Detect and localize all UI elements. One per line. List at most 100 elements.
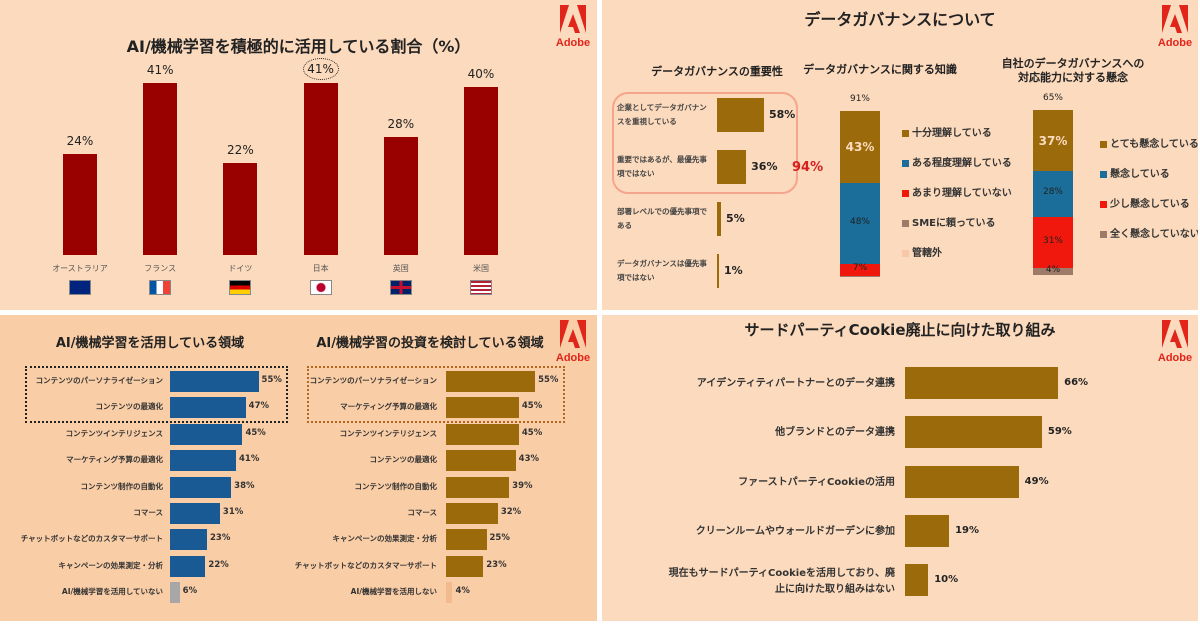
category-label: AI/機械学習を活用していない [61,587,163,597]
category-label: データガバナンスは優先事項ではない [617,259,707,282]
bar [446,582,453,604]
bar [446,476,510,498]
data-label: 45% [245,427,266,438]
data-label: 5% [726,212,745,225]
japan-flag-icon [309,280,332,295]
category-label: コンテンツの最適化 [95,402,164,412]
legend-item: ある程度理解している [902,154,1012,169]
bar [717,150,747,184]
legend-swatch [902,219,909,227]
legend-item: 全く懸念していない [1100,225,1198,240]
legend-label: 全く懸念していない [1110,229,1198,240]
bar [446,397,519,419]
legend-label: 十分理解している [912,128,992,139]
legend-label: とても懸念している [1110,139,1198,150]
data-label: 23% [210,533,231,544]
germany-flag-icon [229,280,252,295]
legend-swatch [1100,200,1107,208]
category-label: ドイツ [228,264,253,273]
bar [905,564,929,597]
uk-flag-icon [389,280,412,295]
category-label: 日本 [312,264,329,273]
stack-segment [1033,171,1073,218]
bar [170,371,259,392]
data-label: 55% [538,375,559,385]
category-label: アイデンティティパートナーとのデータ連携 [696,378,895,389]
data-label: 24% [66,134,94,149]
chart-title: AI/機械学習を積極的に活用している割合（%） [126,37,471,56]
data-label: 39% [512,480,533,491]
bar [446,450,516,472]
category-label: マーケティング予算の最適化 [66,455,163,465]
category-label: コンテンツ制作の自動化 [80,481,164,491]
bar [170,555,206,577]
category-label: チャットボットなどのカスタマーサポート [20,534,163,544]
data-label: 10% [934,574,959,586]
chart-title: AI/機械学習の投資を検討している領域 [316,336,544,351]
chart-title: 自社のデータガバナンスへの 対応能力に対する懸念 [1001,57,1145,84]
bar [383,137,418,255]
data-label: 59% [1047,426,1072,438]
legend-swatch [1100,230,1107,238]
legend-label: SMEに頼っている [912,218,996,229]
segment-label: 43% [845,140,875,155]
legend-swatch [902,129,909,137]
category-label: コンテンツのパーソナライゼーション [309,376,437,385]
france-flag-icon [149,280,172,295]
legend-item: SMEに頼っている [902,214,995,229]
data-label: 41% [239,454,260,465]
category-label: コンテンツ制作の自動化 [354,481,438,491]
category-label: クリーンルームやウォールドガーデンに参加 [695,525,895,537]
data-label: 31% [222,507,244,517]
bar [446,371,536,392]
legend-swatch [902,159,909,167]
bar [170,397,246,419]
segment-label: 48% [849,216,870,227]
legend-swatch [1100,170,1107,178]
total-label: 91% [849,94,870,104]
data-label: 45% [521,401,543,412]
segment-label: 37% [1038,133,1068,148]
category-label: コンテンツインテリジェンス [65,428,163,438]
bar [170,450,236,472]
data-label: 58% [768,108,796,121]
bar [717,202,722,236]
data-label: 23% [486,559,507,570]
segment-label: 7% [852,262,868,273]
data-label: 22% [208,559,229,570]
category-label: 現在もサードパーティCookieを活用しており、廃 止に向けた取り組みはない [668,568,895,596]
category-label: コマース [133,508,163,517]
data-label: 45% [521,427,543,438]
legend-swatch [902,249,909,257]
bar [717,98,764,132]
data-label: 6% [182,586,198,597]
bar [223,162,258,255]
category-label: コマース [407,508,437,517]
category-label: 他ブランドとのデータ連携 [775,427,895,439]
highlight-box [25,366,288,423]
highlight-box [307,366,565,423]
data-label: 66% [1064,377,1089,388]
bar [446,423,519,445]
category-label: キャンペーンの効果測定・分析 [58,560,163,570]
stack-segment [840,275,880,278]
highlight-box [612,92,798,194]
bar [170,476,232,498]
adobe-logo: Adobe [1155,5,1195,49]
data-label: 40% [467,67,495,81]
data-label: 41% [146,62,174,77]
us-flag-icon [470,280,492,295]
legend-item: 十分理解している [902,124,992,139]
category-label: 米国 [473,264,489,273]
bar [446,503,498,524]
legend-swatch [1100,140,1107,148]
stack-segment [1033,268,1073,275]
chart-title: AI/機械学習を活用している領域 [55,336,245,351]
category-label: コンテンツインテリジェンス [339,428,437,438]
stack-segment [840,111,880,184]
bar [170,582,180,604]
bar [170,423,243,445]
legend-label: 管轄外 [912,248,942,259]
stack-segment [840,263,880,276]
legend-item: 懸念している [1100,165,1170,180]
